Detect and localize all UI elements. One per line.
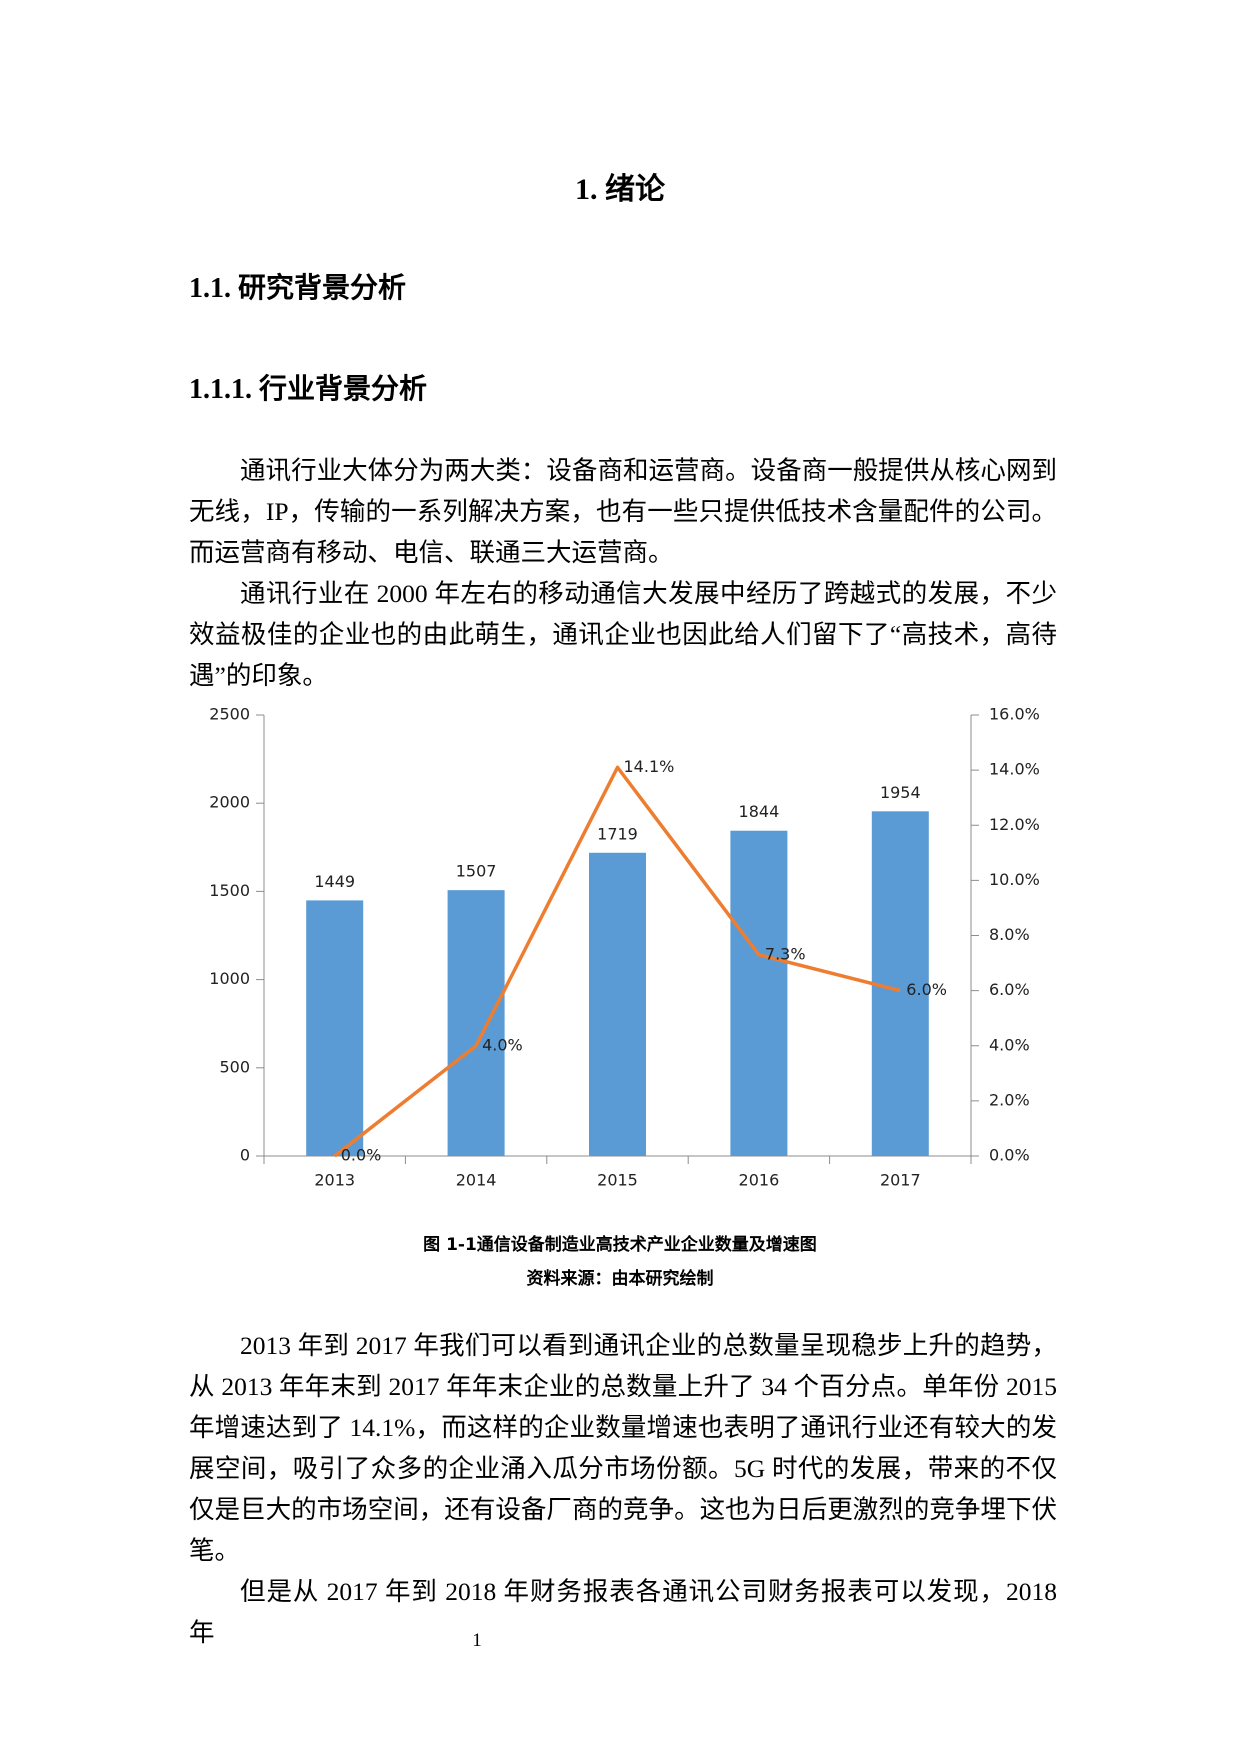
y-tick-label: 1500 bbox=[209, 881, 250, 900]
line-value-label: 4.0% bbox=[482, 1035, 523, 1054]
page-number: 1 bbox=[472, 1630, 482, 1651]
heading: 1. 绪论 bbox=[575, 173, 665, 206]
bar-value-label: 1507 bbox=[456, 862, 497, 881]
figure-source: 资料来源：由本研究绘制 bbox=[526, 1269, 714, 1289]
paragraph: 通讯行业大体分为两大类：设备商和运营商。设备商一般提供从核心网到无线，IP，传输… bbox=[189, 456, 1057, 567]
bar-value-label: 1844 bbox=[739, 802, 780, 821]
x-tick-label: 2016 bbox=[739, 1171, 780, 1190]
y-tick-label: 0 bbox=[240, 1146, 250, 1165]
bar bbox=[730, 830, 788, 1156]
line-value-label: 0.0% bbox=[341, 1146, 382, 1165]
paragraph: 2013 年到 2017 年我们可以看到通讯企业的总数量呈现稳步上升的趋势，从 … bbox=[189, 1331, 1057, 1565]
bar-value-label: 1954 bbox=[880, 783, 921, 802]
y-tick-label: 1000 bbox=[209, 969, 250, 988]
x-tick-label: 2015 bbox=[597, 1171, 638, 1190]
paragraph: 但是从 2017 年到 2018 年财务报表各通讯公司财务报表可以发现，2018… bbox=[189, 1577, 1057, 1647]
line bbox=[333, 765, 901, 1158]
line-value-label: 14.1% bbox=[624, 757, 675, 776]
y2-tick-label: 14.0% bbox=[989, 760, 1040, 779]
y2-tick-label: 8.0% bbox=[989, 925, 1030, 944]
y2-tick-label: 16.0% bbox=[989, 705, 1040, 724]
y-tick-label: 500 bbox=[219, 1057, 250, 1076]
y2-tick-label: 4.0% bbox=[989, 1035, 1030, 1054]
x-tick-label: 2014 bbox=[456, 1171, 497, 1190]
y2-tick-label: 6.0% bbox=[989, 980, 1030, 999]
line-value-label: 6.0% bbox=[906, 980, 947, 999]
y2-tick-label: 12.0% bbox=[989, 815, 1040, 834]
body-text: 2013 年到 2017 年我们可以看到通讯企业的总数量呈现稳步上升的趋势，从 … bbox=[189, 1325, 1057, 1653]
y2-tick-label: 2.0% bbox=[989, 1090, 1030, 1109]
y-tick-label: 2500 bbox=[209, 705, 250, 724]
x-tick-label: 2013 bbox=[314, 1171, 355, 1190]
y2-tick-label: 0.0% bbox=[989, 1146, 1030, 1165]
body-text: 通讯行业大体分为两大类：设备商和运营商。设备商一般提供从核心网到无线，IP，传输… bbox=[189, 450, 1057, 696]
bar bbox=[871, 811, 929, 1156]
bar bbox=[589, 852, 646, 1156]
bar-value-label: 1449 bbox=[314, 872, 355, 891]
subsection-heading: 1.1.1. 行业背景分析 bbox=[189, 374, 428, 405]
y-tick-label: 2000 bbox=[209, 793, 250, 812]
bar bbox=[306, 900, 364, 1156]
line-value-label: 7.3% bbox=[765, 944, 806, 963]
section-heading: 1.1. 研究背景分析 bbox=[189, 273, 407, 304]
x-tick-label: 2017 bbox=[880, 1171, 921, 1190]
paragraph: 通讯行业在 2000 年左右的移动通信大发展中经历了跨越式的发展，不少效益极佳的… bbox=[189, 579, 1057, 690]
y2-tick-label: 10.0% bbox=[989, 870, 1040, 889]
bar-value-label: 1719 bbox=[597, 824, 638, 843]
figure-caption: 图 1-1通信设备制造业高技术产业企业数量及增速图 bbox=[423, 1235, 817, 1255]
bar bbox=[447, 890, 505, 1156]
